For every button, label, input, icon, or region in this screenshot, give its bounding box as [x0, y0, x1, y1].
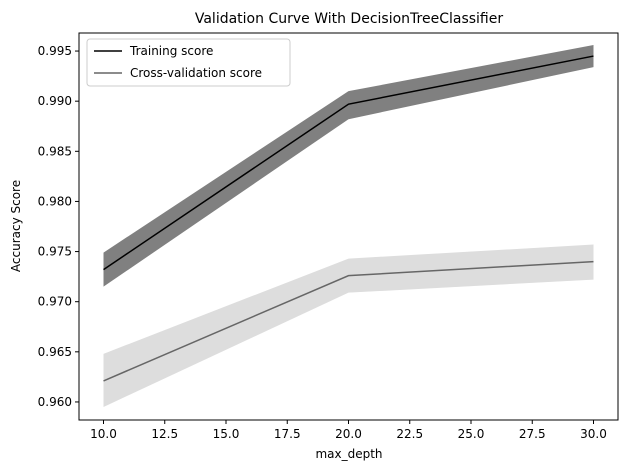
- y-tick-label: 0.965: [38, 345, 72, 359]
- series-0-band: [103, 45, 594, 287]
- y-axis-label: Accuracy Score: [9, 180, 23, 272]
- series-0-line: [103, 55, 594, 271]
- legend: Training score Cross-validation score: [86, 38, 291, 87]
- y-tick-label: 0.985: [38, 144, 72, 158]
- y-tick-label: 0.995: [38, 44, 72, 58]
- x-tick-label: 30.0: [580, 427, 607, 441]
- x-tick-label: 22.5: [396, 427, 423, 441]
- y-tick-label: 0.990: [38, 94, 72, 108]
- y-tick-label: 0.980: [38, 194, 72, 208]
- y-tick-label: 0.960: [38, 395, 72, 409]
- x-tick-label: 17.5: [274, 427, 301, 441]
- x-tick-label: 10.0: [90, 427, 117, 441]
- x-tick-label: 25.0: [458, 427, 485, 441]
- legend-label-0: Training score: [129, 44, 213, 58]
- chart-title: Validation Curve With DecisionTreeClassi…: [195, 11, 503, 27]
- x-tick-label: 12.5: [151, 427, 178, 441]
- legend-box: [86, 38, 291, 87]
- x-tick-label: 20.0: [335, 427, 362, 441]
- y-tick-label: 0.970: [38, 295, 72, 309]
- x-tick-label: 27.5: [519, 427, 546, 441]
- series-1-band: [103, 244, 594, 407]
- x-axis-label: max_depth: [315, 447, 382, 461]
- y-tick-label: 0.975: [38, 245, 72, 259]
- series-1-line: [103, 260, 594, 382]
- x-tick-label: 15.0: [213, 427, 240, 441]
- legend-label-1: Cross-validation score: [130, 66, 262, 80]
